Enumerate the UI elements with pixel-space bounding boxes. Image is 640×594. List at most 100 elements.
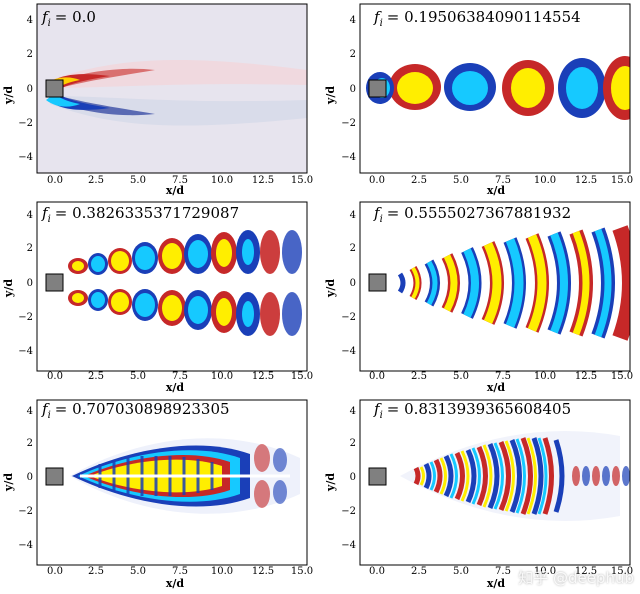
panel-4: fi = 0.5555027367881932 4 2 0 −2 −4 y/d 0… (320, 198, 640, 396)
plot-frame (36, 201, 308, 372)
ytick-4: 4 (27, 406, 33, 417)
ytick-2: 2 (27, 243, 33, 254)
panel-title: fi = 0.707030898923305 (41, 400, 230, 421)
xtick: 12.5 (252, 566, 274, 577)
xtick: 12.5 (575, 175, 597, 186)
xtick: 12.5 (575, 371, 597, 382)
panel-title: fi = 0.8313939365608405 (373, 400, 571, 421)
ytick-2: 2 (350, 49, 356, 60)
ytick-neg2: −2 (18, 312, 33, 323)
ytick-neg4: −4 (18, 152, 33, 163)
x-axis-label: x/d (487, 184, 506, 197)
xtick: 5.0 (453, 566, 469, 577)
title-symbol: f (41, 8, 50, 26)
panel-title: fi = 0.19506384090114554 (373, 8, 581, 29)
mode-field (400, 431, 630, 521)
xtick: 10.0 (211, 175, 233, 186)
xtick: 12.5 (575, 566, 597, 577)
xtick: 7.5 (495, 566, 511, 577)
xtick: 2.5 (411, 371, 427, 382)
ytick-2: 2 (27, 49, 33, 60)
x-axis-ticks: 0.0 2.5 5.0 7.5 10.0 12.5 15.0 (47, 175, 313, 186)
xtick: 15.0 (291, 566, 313, 577)
title-symbol: f (373, 204, 382, 222)
watermark: 知乎 @deephub (518, 569, 634, 587)
xtick: 7.5 (172, 566, 188, 577)
xtick: 2.5 (88, 371, 104, 382)
mean-flow-field (46, 59, 307, 126)
title-symbol: f (41, 204, 50, 222)
mean-flow-background (37, 4, 307, 173)
ytick-neg2: −2 (341, 118, 356, 129)
y-axis-label: y/d (2, 279, 15, 298)
cylinder (368, 467, 387, 486)
xtick: 15.0 (611, 175, 633, 186)
xtick: 5.0 (453, 371, 469, 382)
cylinder (45, 273, 64, 292)
plot-frame (36, 399, 308, 566)
panel-3: fi = 0.3826335371729087 4 2 0 −2 −4 y/d 0… (0, 198, 320, 396)
title-subscript: i (380, 214, 383, 225)
xtick: 5.0 (130, 175, 146, 186)
title-subscript: i (48, 214, 51, 225)
xtick: 15.0 (611, 371, 633, 382)
y-axis-label: y/d (2, 473, 15, 492)
panel-title: fi = 0.0 (41, 8, 96, 29)
title-value: = 0.5555027367881932 (387, 204, 571, 222)
panel-6-plot: fi = 0.8313939365608405 4 2 0 −2 −4 y/d 0… (324, 399, 633, 590)
cylinder (368, 273, 387, 292)
ytick-2: 2 (350, 243, 356, 254)
xtick: 0.0 (47, 175, 63, 186)
x-axis-ticks: 0.0 2.5 5.0 7.5 10.0 12.5 15.0 (47, 566, 313, 577)
xtick: 10.0 (211, 371, 233, 382)
panel-4-plot: fi = 0.5555027367881932 4 2 0 −2 −4 y/d 0… (324, 201, 633, 394)
ytick-0: 0 (350, 278, 356, 289)
ytick-neg2: −2 (341, 506, 356, 517)
title-subscript: i (48, 18, 51, 29)
title-symbol: f (373, 400, 382, 418)
xtick: 12.5 (252, 371, 274, 382)
title-symbol: f (41, 400, 50, 418)
cylinder (368, 79, 387, 98)
panel-1-plot: fi = 0.0 4 2 0 −2 −4 y/d 0.0 2.5 5.0 7.5 … (2, 3, 313, 197)
panel-title: fi = 0.3826335371729087 (41, 204, 239, 225)
xtick: 5.0 (130, 566, 146, 577)
xtick: 0.0 (369, 175, 385, 186)
plot-frame (359, 399, 631, 566)
ytick-0: 0 (27, 278, 33, 289)
title-subscript: i (48, 410, 51, 421)
title-value: = 0.8313939365608405 (387, 400, 571, 418)
mode-field (397, 225, 630, 341)
ytick-2: 2 (350, 438, 356, 449)
ytick-0: 0 (27, 472, 33, 483)
y-axis-ticks: 4 2 0 −2 −4 (341, 15, 356, 163)
xtick: 7.5 (495, 175, 511, 186)
title-subscript: i (380, 410, 383, 421)
y-axis-ticks: 4 2 0 −2 −4 (341, 406, 356, 551)
title-subscript: i (380, 18, 383, 29)
x-axis-label: x/d (166, 577, 185, 590)
xtick: 0.0 (47, 371, 63, 382)
xtick: 10.0 (534, 566, 556, 577)
ytick-neg4: −4 (341, 346, 356, 357)
xtick: 5.0 (453, 175, 469, 186)
xtick: 0.0 (369, 371, 385, 382)
x-axis-ticks: 0.0 2.5 5.0 7.5 10.0 12.5 15.0 (47, 371, 313, 382)
xtick: 12.5 (252, 175, 274, 186)
ytick-neg4: −4 (341, 152, 356, 163)
title-value: = 0.3826335371729087 (55, 204, 239, 222)
plot-frame (36, 3, 308, 174)
ytick-4: 4 (27, 210, 33, 221)
panel-title: fi = 0.5555027367881932 (373, 204, 571, 225)
ytick-neg2: −2 (18, 506, 33, 517)
xtick: 7.5 (495, 371, 511, 382)
xtick: 15.0 (611, 566, 633, 577)
ytick-0: 0 (350, 84, 356, 95)
ytick-neg2: −2 (341, 312, 356, 323)
xtick: 7.5 (172, 175, 188, 186)
xtick: 5.0 (130, 371, 146, 382)
xtick: 15.0 (291, 371, 313, 382)
panel-3-plot: fi = 0.3826335371729087 4 2 0 −2 −4 y/d 0… (2, 201, 313, 394)
ytick-4: 4 (27, 15, 33, 26)
cylinder (45, 79, 64, 98)
